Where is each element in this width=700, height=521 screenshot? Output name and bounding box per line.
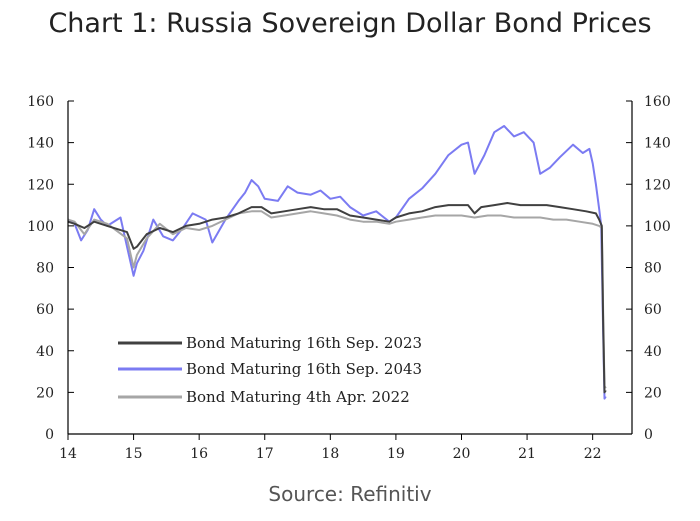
y-tick-label-right: 140 xyxy=(644,136,671,152)
x-tick-label: 16 xyxy=(190,446,208,462)
y-tick-label-left: 20 xyxy=(36,385,54,401)
y-tick-label-left: 0 xyxy=(45,427,54,443)
y-tick-label-right: 80 xyxy=(644,261,662,277)
y-tick-label-left: 80 xyxy=(36,261,54,277)
y-tick-label-right: 100 xyxy=(644,219,671,235)
y-tick-label-right: 60 xyxy=(644,302,662,318)
x-tick-label: 20 xyxy=(453,446,471,462)
x-tick-label: 22 xyxy=(584,446,602,462)
series-line-2 xyxy=(67,210,607,389)
y-tick-label-right: 120 xyxy=(644,177,671,193)
series-layer xyxy=(67,125,607,400)
axes-layer: 0 0 20 20 40 40 60 60 80 80 100 100 120 120 140 140 160 1… xyxy=(27,94,670,462)
x-tick-label: 21 xyxy=(518,446,536,462)
y-tick-label-left: 100 xyxy=(27,219,54,235)
y-tick-label-right: 40 xyxy=(644,344,662,360)
x-tick-label: 14 xyxy=(59,446,77,462)
legend: Bond Maturing 16th Sep. 2023 Bond Maturin… xyxy=(118,334,422,406)
y-tick-label-left: 40 xyxy=(36,344,54,360)
y-tick-label-left: 140 xyxy=(27,136,54,152)
legend-label-0: Bond Maturing 16th Sep. 2023 xyxy=(186,334,422,352)
legend-label-2: Bond Maturing 4th Apr. 2022 xyxy=(186,388,410,406)
x-tick-label: 17 xyxy=(256,446,274,462)
chart-title: Chart 1: Russia Sovereign Dollar Bond Pr… xyxy=(48,8,652,39)
x-tick-label: 15 xyxy=(125,446,143,462)
x-tick-label: 18 xyxy=(321,446,339,462)
x-tick-label: 19 xyxy=(387,446,405,462)
series-line-1 xyxy=(67,125,607,400)
legend-label-1: Bond Maturing 16th Sep. 2043 xyxy=(186,360,422,378)
series-line-0 xyxy=(67,202,607,394)
y-tick-label-right: 0 xyxy=(644,427,653,443)
y-tick-label-right: 160 xyxy=(644,94,671,110)
y-tick-label-left: 60 xyxy=(36,302,54,318)
y-tick-label-left: 120 xyxy=(27,177,54,193)
source-note: Source: Refinitiv xyxy=(268,482,432,506)
y-tick-label-left: 160 xyxy=(27,94,54,110)
y-tick-label-right: 20 xyxy=(644,385,662,401)
